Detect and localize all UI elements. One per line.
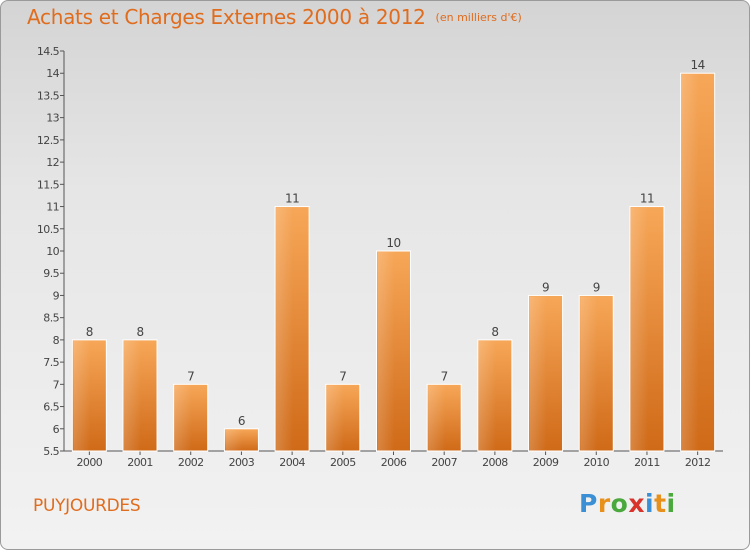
x-tick-label: 2002 bbox=[178, 456, 204, 469]
bar-highlight bbox=[478, 340, 496, 451]
bar-highlight bbox=[580, 296, 598, 451]
logo-letter: x bbox=[628, 489, 645, 518]
y-tick-label: 9 bbox=[53, 289, 60, 302]
bar-highlight bbox=[428, 385, 446, 451]
x-tick-label: 2000 bbox=[77, 456, 103, 469]
x-tick-label: 2008 bbox=[482, 456, 508, 469]
y-tick-label: 9.5 bbox=[43, 267, 59, 280]
y-tick-label: 6 bbox=[53, 423, 60, 436]
data-label: 11 bbox=[285, 192, 299, 206]
logo-letter: t bbox=[654, 489, 667, 518]
commune-name: PUYJOURDES bbox=[33, 496, 141, 516]
y-tick-label: 8 bbox=[53, 334, 60, 347]
y-tick-label: 10 bbox=[46, 245, 59, 258]
title-block: Achats et Charges Externes 2000 à 2012 (e… bbox=[27, 5, 522, 29]
chart-title: Achats et Charges Externes 2000 à 2012 bbox=[27, 5, 426, 29]
x-tick-label: 2012 bbox=[685, 456, 711, 469]
bar-highlight bbox=[124, 340, 142, 451]
axes-group: 5.5 6 6.5 7 7.5 8 8.5 9 9.5 10 10.5 11 11.5 12 12.5 13 1… bbox=[37, 45, 723, 469]
y-tick-label: 11.5 bbox=[37, 178, 60, 191]
bar-highlight bbox=[73, 340, 91, 451]
proxiti-logo: Proxiti bbox=[579, 489, 676, 518]
bar-highlight bbox=[276, 207, 294, 451]
x-tick-label: 2003 bbox=[229, 456, 255, 469]
data-label: 8 bbox=[491, 325, 498, 339]
y-tick-label: 7.5 bbox=[43, 356, 59, 369]
y-tick-label: 8.5 bbox=[43, 312, 59, 325]
bar-highlight bbox=[225, 429, 243, 451]
data-label: 6 bbox=[238, 414, 245, 428]
data-label: 7 bbox=[441, 369, 448, 383]
x-tick-label: 2009 bbox=[533, 456, 559, 469]
logo-letter: r bbox=[597, 489, 611, 518]
y-tick-label: 10.5 bbox=[37, 223, 60, 236]
bar-highlight bbox=[174, 385, 192, 451]
y-tick-label: 12 bbox=[46, 156, 59, 169]
bar-highlight bbox=[630, 207, 648, 451]
y-tick-label: 6.5 bbox=[43, 401, 59, 414]
labels-group: 8 8 7 6 11 7 10 7 8 9 9 11 14 bbox=[86, 58, 706, 428]
data-label: 7 bbox=[187, 369, 194, 383]
logo-letter: i bbox=[645, 489, 655, 518]
x-tick-label: 2004 bbox=[279, 456, 305, 469]
y-tick-label: 14.5 bbox=[37, 45, 60, 58]
data-label: 11 bbox=[640, 192, 654, 206]
x-tick-label: 2007 bbox=[431, 456, 457, 469]
y-tick-label: 11 bbox=[46, 201, 59, 214]
logo-letter: P bbox=[579, 489, 598, 518]
x-tick-label: 2005 bbox=[330, 456, 356, 469]
y-tick-label: 5.5 bbox=[43, 445, 59, 458]
data-label: 7 bbox=[339, 369, 346, 383]
bar-highlight bbox=[681, 74, 699, 451]
data-label: 8 bbox=[86, 325, 93, 339]
bar-highlight bbox=[377, 252, 395, 451]
y-tick-label: 12.5 bbox=[37, 134, 60, 147]
data-label: 14 bbox=[691, 58, 705, 72]
bars-group bbox=[71, 72, 716, 452]
x-tick-label: 2001 bbox=[127, 456, 153, 469]
bar-highlight bbox=[326, 385, 344, 451]
data-label: 8 bbox=[136, 325, 143, 339]
y-tick-label: 14 bbox=[46, 67, 59, 80]
logo-letter: o bbox=[610, 489, 629, 518]
bar-highlight bbox=[529, 296, 547, 451]
y-tick-label: 7 bbox=[53, 378, 60, 391]
logo-letter: i bbox=[666, 489, 676, 518]
data-label: 9 bbox=[593, 280, 600, 294]
x-tick-label: 2011 bbox=[634, 456, 660, 469]
y-tick-label: 13.5 bbox=[37, 89, 60, 102]
data-label: 9 bbox=[542, 280, 549, 294]
chart-subtitle: (en milliers d'€) bbox=[435, 11, 522, 24]
data-label: 10 bbox=[386, 236, 400, 250]
y-tick-label: 13 bbox=[46, 112, 59, 125]
x-tick-label: 2010 bbox=[583, 456, 609, 469]
x-tick-label: 2006 bbox=[381, 456, 407, 469]
